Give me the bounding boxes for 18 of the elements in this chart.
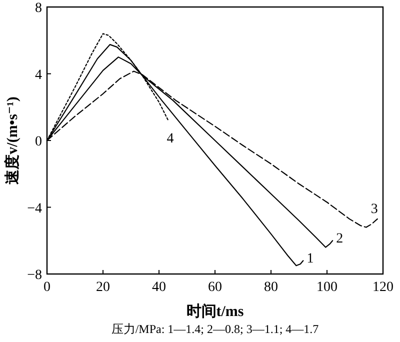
x-tick-label: 20 xyxy=(96,280,110,295)
y-axis-title: 速度v/(m•s⁻¹) xyxy=(3,96,21,184)
x-tick-label: 40 xyxy=(152,280,166,295)
series-label: 1 xyxy=(306,252,314,267)
series-label: 3 xyxy=(370,202,378,217)
y-tick-label: 0 xyxy=(35,134,42,150)
x-axis-title: 时间t/ms xyxy=(186,303,244,320)
x-tick-label: 60 xyxy=(208,280,222,295)
y-tick-label: −4 xyxy=(27,201,42,216)
series-label: 4 xyxy=(166,131,174,146)
series-label: 2 xyxy=(336,232,344,247)
text: 压力/MPa: 1—1.4; 2—0.8; 3—1.1; 4—1.7 xyxy=(111,322,319,336)
x-tick-label: 100 xyxy=(316,280,338,295)
y-tick-label: −8 xyxy=(27,268,42,283)
x-tick-label: 120 xyxy=(372,280,394,295)
y-tick-label: 4 xyxy=(35,68,42,83)
x-tick-label: 80 xyxy=(264,280,278,295)
y-tick-label: 8 xyxy=(35,1,42,16)
